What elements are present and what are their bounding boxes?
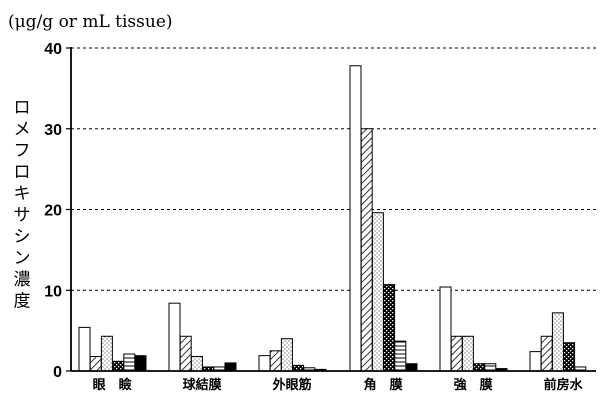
bar-white [258, 355, 271, 372]
bar-horizontal [123, 353, 136, 372]
bar-black [405, 363, 418, 372]
bars [78, 65, 587, 372]
bar-diagonal [89, 355, 102, 372]
y-tick-label: 20 [44, 203, 62, 220]
bar-white [529, 351, 542, 372]
bar-diagonal [269, 350, 282, 372]
grid-lines [71, 47, 596, 291]
bar-dense-checker [383, 284, 396, 372]
bar-black [224, 362, 237, 372]
bar-diagonal [179, 335, 192, 372]
x-category-label: 眼 瞼 [93, 377, 133, 393]
bar-black [134, 355, 147, 372]
bar-dense-checker [563, 342, 576, 372]
y-tick-label: 0 [53, 364, 62, 381]
y-axis-label-char: 度 [14, 292, 31, 312]
y-axis-label-char: フ [14, 141, 31, 161]
bar-white [349, 65, 362, 372]
axes [70, 47, 596, 372]
unit-label: (μg/g or mL tissue) [8, 12, 173, 32]
y-axis-label-char: ロ [14, 98, 31, 118]
bar-dense-checker [473, 363, 486, 372]
bar-white [168, 302, 181, 372]
bar-diagonal [450, 335, 463, 372]
bar-dense-checker [112, 360, 125, 372]
y-axis-ticks: 0 10 20 30 40 [44, 41, 71, 381]
x-category-label: 外眼筋 [272, 377, 312, 393]
bar-horizontal [394, 340, 407, 372]
bar-dots [551, 312, 564, 372]
x-category-label: 球結膜 [183, 377, 222, 393]
bar-dots [371, 212, 384, 372]
bar-horizontal [484, 363, 497, 372]
y-axis-label-char: 濃 [14, 270, 31, 290]
bar-white [439, 286, 452, 372]
y-axis-label-char: メ [14, 120, 31, 140]
x-category-label: 前房水 [544, 377, 584, 393]
bar-dots [280, 338, 293, 372]
y-tick-label: 40 [44, 41, 62, 58]
x-category-label: 強 膜 [454, 377, 493, 393]
y-axis-label-char: サ [14, 206, 31, 226]
x-category-label: 角 膜 [364, 377, 403, 393]
bar-dots [190, 355, 203, 372]
x-axis-labels: 眼 瞼 球結膜 外眼筋 角 膜 強 膜 前房水 [93, 377, 584, 393]
bar-dots [100, 335, 113, 372]
y-axis-label-char: ン [14, 249, 31, 269]
y-axis-label-char: ロ [14, 163, 31, 183]
y-tick-label: 10 [44, 283, 62, 300]
y-axis-label-char: キ [14, 184, 31, 204]
y-tick-label: 30 [44, 122, 62, 139]
bar-white [78, 326, 91, 372]
y-axis-label-char: シ [14, 227, 31, 247]
bar-diagonal [360, 128, 373, 372]
bar-dots [461, 335, 474, 372]
bar-diagonal [540, 335, 553, 372]
